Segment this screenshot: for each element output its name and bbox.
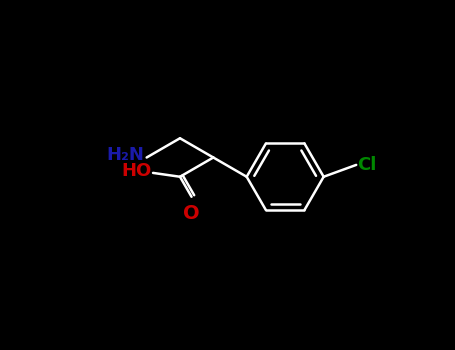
- Text: H₂N: H₂N: [106, 146, 144, 164]
- Text: O: O: [183, 204, 200, 223]
- Text: Cl: Cl: [357, 156, 376, 174]
- Text: HO: HO: [121, 162, 152, 180]
